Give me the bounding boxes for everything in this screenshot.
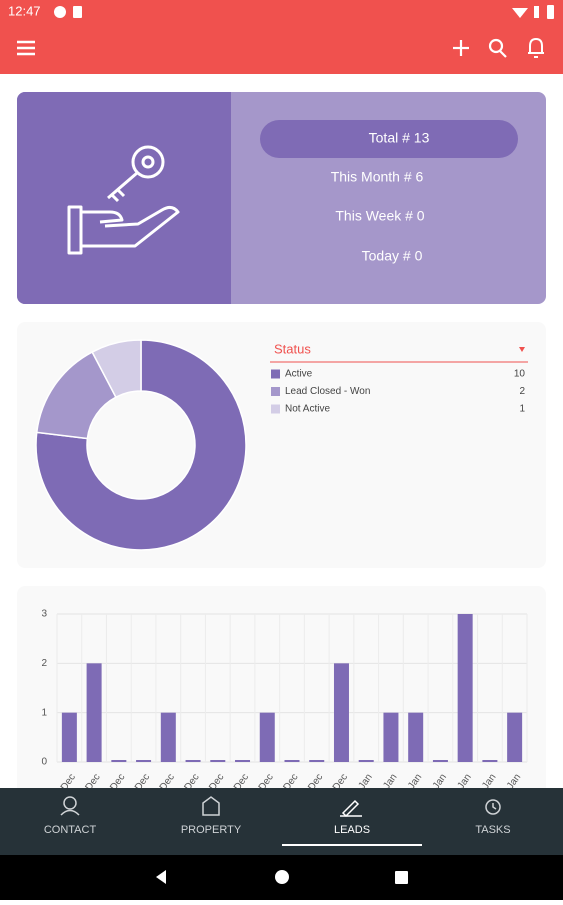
pie-slice <box>91 339 142 399</box>
legend-swatch <box>271 369 280 379</box>
dropdown-arrow <box>519 347 525 352</box>
home-button[interactable] <box>275 870 289 884</box>
pie-slice <box>35 339 247 551</box>
bar <box>482 760 498 762</box>
legend-swatch <box>271 404 280 414</box>
legend-label: Active <box>285 369 313 380</box>
bar <box>457 614 473 762</box>
nav-icons <box>60 796 501 818</box>
menu-button[interactable] <box>17 40 35 56</box>
legend-value: 1 <box>519 404 525 415</box>
bar <box>432 760 448 762</box>
bar <box>185 760 201 762</box>
key-hand-icon <box>67 145 180 255</box>
bar <box>408 712 424 762</box>
notifications-button[interactable] <box>528 37 544 58</box>
nav-tab[interactable]: LEADS <box>334 824 370 836</box>
legend-value: 10 <box>514 369 526 380</box>
this-month: This Month # 6 <box>331 169 424 185</box>
bottom-nav <box>0 788 563 855</box>
app-bar <box>0 0 563 74</box>
recents-button[interactable] <box>395 871 408 884</box>
legend-value: 2 <box>519 386 525 397</box>
search-button[interactable] <box>488 38 507 58</box>
bar <box>507 712 523 762</box>
bar <box>358 760 374 762</box>
bar <box>284 760 300 762</box>
total: Total # 13 <box>369 130 430 146</box>
bar <box>333 663 349 762</box>
y-tick-label: 2 <box>41 658 47 669</box>
y-tick-label: 3 <box>41 609 47 620</box>
bar <box>61 712 77 762</box>
status-icons <box>54 5 554 19</box>
bar <box>309 760 325 762</box>
bar <box>111 760 127 762</box>
status-dropdown[interactable]: Status <box>274 341 311 356</box>
y-tick-label: 0 <box>41 757 47 768</box>
legend-label: Not Active <box>285 404 330 415</box>
status-time: 12:47 <box>8 3 41 18</box>
today: Today # 0 <box>362 248 423 264</box>
nav-tab[interactable]: PROPERTY <box>181 824 242 836</box>
bar <box>136 760 152 762</box>
back-button[interactable] <box>156 870 166 884</box>
bar <box>383 712 399 762</box>
active-tab-indicator <box>282 844 422 846</box>
bar <box>259 712 275 762</box>
add-button[interactable] <box>453 40 469 56</box>
bar <box>235 760 251 762</box>
bar <box>86 663 102 762</box>
bar <box>210 760 226 762</box>
legend-swatch <box>271 387 280 396</box>
nav-labels: CONTACT PROPERTY LEADS TASKS <box>44 824 511 836</box>
bar <box>160 712 176 762</box>
summary-icon-panel <box>17 92 231 304</box>
y-tick-label: 1 <box>41 707 47 718</box>
total-pill[interactable] <box>260 120 518 158</box>
legend-label: Lead Closed - Won <box>285 386 370 397</box>
nav-tab[interactable]: TASKS <box>475 824 510 836</box>
this-week: This Week # 0 <box>335 208 424 224</box>
nav-tab[interactable]: CONTACT <box>44 824 97 836</box>
